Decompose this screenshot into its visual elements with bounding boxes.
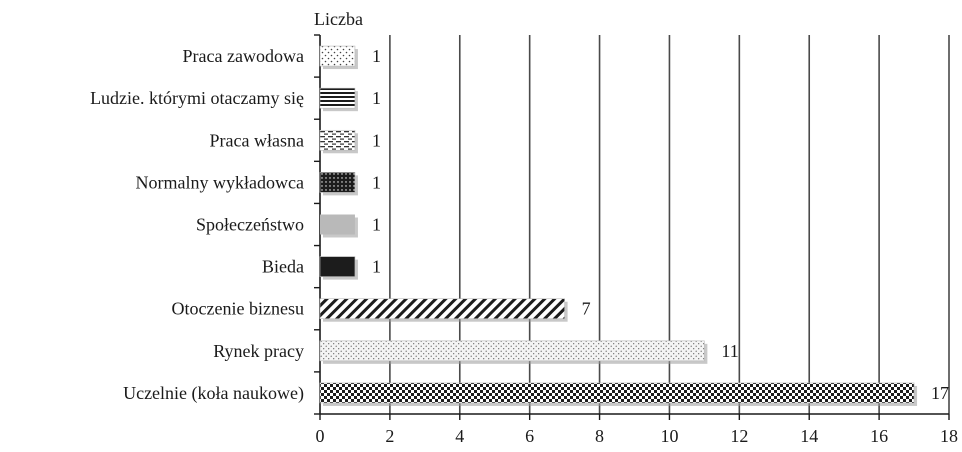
x-tick-label: 0 (316, 426, 325, 446)
category-labels: Praca zawodowa Ludzie. którymi otaczamy s… (90, 46, 304, 404)
value-label: 1 (372, 46, 381, 66)
category-label: Praca zawodowa (183, 46, 304, 66)
category-label: Normalny wykładowca (136, 172, 304, 192)
bar-7 (319, 298, 565, 320)
x-tick-labels: 0 2 4 6 8 10 12 14 16 18 (316, 426, 959, 446)
value-label: 1 (372, 215, 381, 235)
bar-6 (319, 256, 356, 277)
bar-4 (319, 172, 356, 193)
category-label: Ludzie. którymi otaczamy się (90, 88, 304, 108)
category-label: Rynek pracy (213, 341, 304, 361)
x-tick-label: 2 (385, 426, 394, 446)
value-label: 11 (721, 341, 738, 361)
y-axis-title: Liczba (314, 9, 363, 29)
x-tick-label: 8 (595, 426, 604, 446)
value-label: 1 (372, 172, 381, 192)
x-tick-label: 14 (800, 426, 818, 446)
x-tick-label: 4 (455, 426, 464, 446)
bar-9 (319, 382, 915, 404)
value-label: 17 (931, 383, 949, 403)
category-label: Otoczenie biznesu (172, 299, 304, 319)
x-tick-label: 18 (940, 426, 958, 446)
x-tick-label: 12 (730, 426, 748, 446)
category-label: Uczelnie (koła naukowe) (123, 383, 304, 404)
category-label: Bieda (262, 257, 304, 277)
x-tick-label: 16 (870, 426, 888, 446)
value-label: 1 (372, 130, 381, 150)
x-tick-label: 10 (660, 426, 678, 446)
bar-5 (320, 214, 355, 235)
bar-2 (319, 87, 356, 109)
bar-1 (319, 45, 356, 67)
value-label: 7 (582, 299, 591, 319)
value-label: 1 (372, 257, 381, 277)
bar-8 (319, 340, 705, 362)
bar-3 (319, 129, 356, 151)
category-label: Praca własna (210, 130, 304, 150)
gridlines (389, 35, 950, 414)
category-label: Społeczeństwo (196, 215, 304, 235)
value-label: 1 (372, 88, 381, 108)
x-tick-label: 6 (525, 426, 534, 446)
bars (319, 45, 918, 406)
